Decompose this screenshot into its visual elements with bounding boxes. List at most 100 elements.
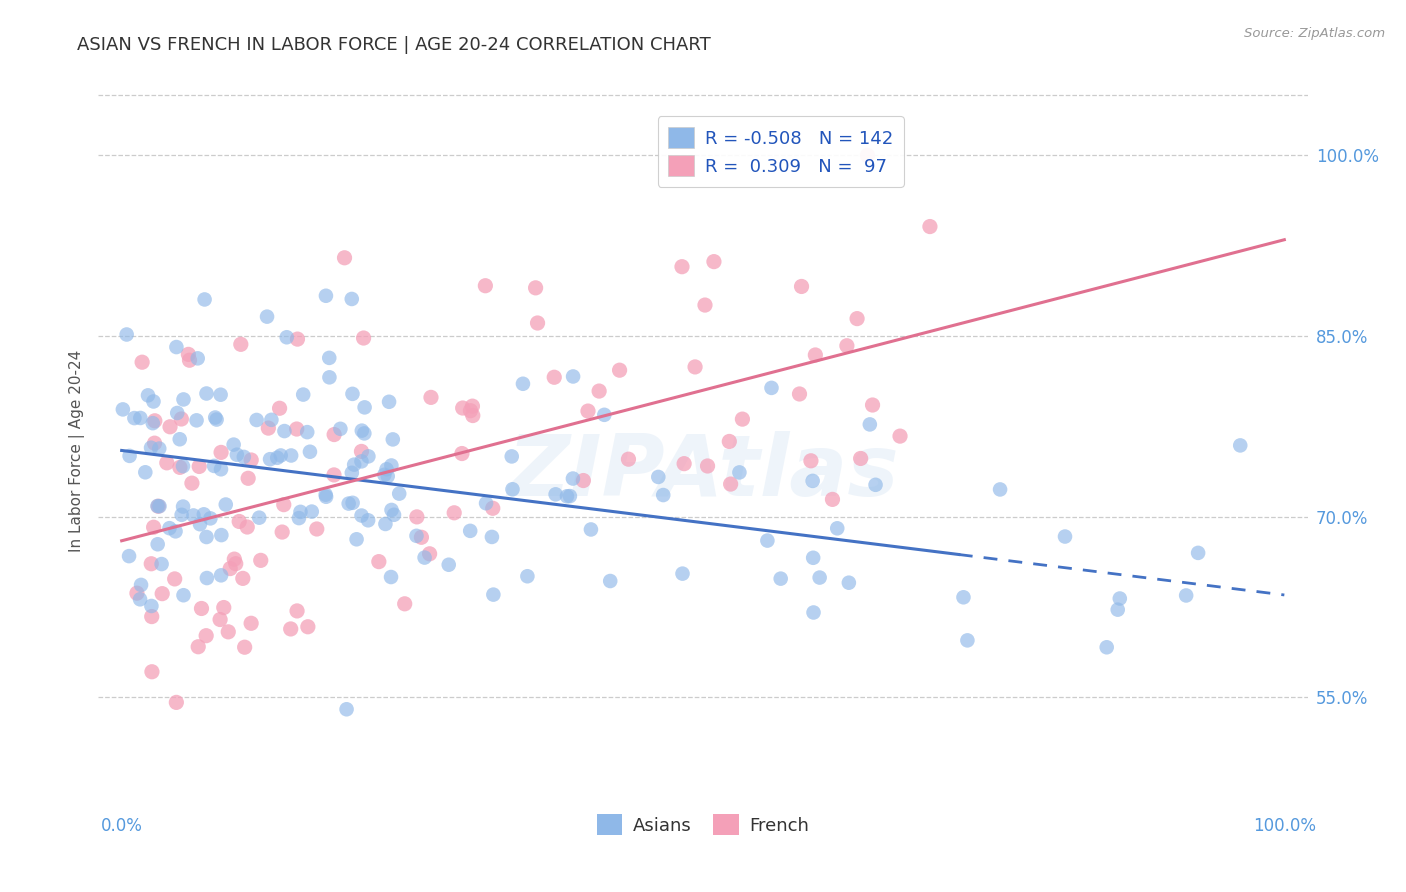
Point: [224, 552, 246, 566]
Point: [756, 533, 779, 548]
Point: [353, 401, 375, 415]
Point: [259, 452, 281, 467]
Point: [141, 665, 163, 679]
Point: [461, 409, 484, 423]
Point: [285, 604, 308, 618]
Point: [526, 316, 548, 330]
Point: [170, 508, 193, 522]
Point: [146, 499, 169, 513]
Point: [918, 219, 941, 234]
Point: [143, 436, 166, 450]
Point: [131, 355, 153, 369]
Point: [474, 278, 496, 293]
Point: [374, 516, 396, 531]
Point: [562, 369, 585, 384]
Point: [269, 401, 291, 416]
Point: [988, 483, 1011, 497]
Point: [696, 458, 718, 473]
Point: [460, 403, 482, 417]
Point: [143, 414, 166, 428]
Point: [1108, 591, 1130, 606]
Point: [337, 497, 360, 511]
Point: [335, 702, 357, 716]
Point: [952, 591, 974, 605]
Point: [165, 340, 187, 354]
Point: [803, 606, 825, 620]
Point: [405, 529, 427, 543]
Point: [193, 508, 215, 522]
Point: [200, 511, 222, 525]
Point: [350, 454, 373, 468]
Point: [502, 483, 524, 497]
Point: [315, 289, 337, 303]
Point: [382, 508, 405, 522]
Point: [761, 381, 783, 395]
Point: [588, 384, 610, 398]
Text: ZIPAtlas: ZIPAtlas: [508, 431, 898, 514]
Point: [388, 486, 411, 500]
Point: [298, 444, 321, 458]
Point: [789, 387, 811, 401]
Point: [825, 521, 848, 535]
Point: [501, 450, 523, 464]
Point: [159, 419, 181, 434]
Point: [124, 411, 146, 425]
Point: [236, 520, 259, 534]
Point: [835, 339, 858, 353]
Point: [280, 449, 302, 463]
Point: [139, 441, 162, 455]
Point: [1107, 602, 1129, 616]
Point: [305, 522, 328, 536]
Point: [292, 387, 315, 401]
Point: [576, 404, 599, 418]
Point: [346, 533, 368, 547]
Point: [342, 496, 364, 510]
Point: [350, 444, 373, 458]
Point: [353, 426, 375, 441]
Point: [150, 557, 173, 571]
Point: [340, 466, 363, 480]
Point: [172, 500, 194, 514]
Point: [683, 359, 706, 374]
Point: [219, 561, 242, 575]
Point: [195, 386, 218, 401]
Point: [652, 488, 675, 502]
Point: [247, 510, 270, 524]
Point: [405, 509, 427, 524]
Point: [323, 467, 346, 482]
Point: [240, 616, 263, 631]
Point: [165, 695, 187, 709]
Point: [240, 453, 263, 467]
Point: [378, 394, 401, 409]
Point: [166, 406, 188, 420]
Point: [671, 566, 693, 581]
Point: [357, 513, 380, 527]
Point: [856, 148, 879, 162]
Point: [373, 467, 395, 482]
Point: [156, 456, 179, 470]
Point: [801, 474, 824, 488]
Point: [804, 348, 827, 362]
Point: [350, 424, 373, 438]
Point: [173, 392, 195, 407]
Point: [118, 449, 141, 463]
Point: [148, 442, 170, 456]
Point: [718, 434, 741, 449]
Point: [340, 292, 363, 306]
Point: [437, 558, 460, 572]
Point: [195, 629, 218, 643]
Point: [381, 433, 404, 447]
Point: [188, 517, 211, 532]
Point: [572, 474, 595, 488]
Point: [318, 370, 340, 384]
Point: [232, 450, 254, 464]
Point: [195, 530, 218, 544]
Point: [232, 571, 254, 585]
Point: [367, 555, 389, 569]
Point: [257, 421, 280, 435]
Point: [419, 547, 441, 561]
Point: [821, 492, 844, 507]
Point: [609, 363, 631, 377]
Point: [287, 332, 309, 346]
Point: [731, 412, 754, 426]
